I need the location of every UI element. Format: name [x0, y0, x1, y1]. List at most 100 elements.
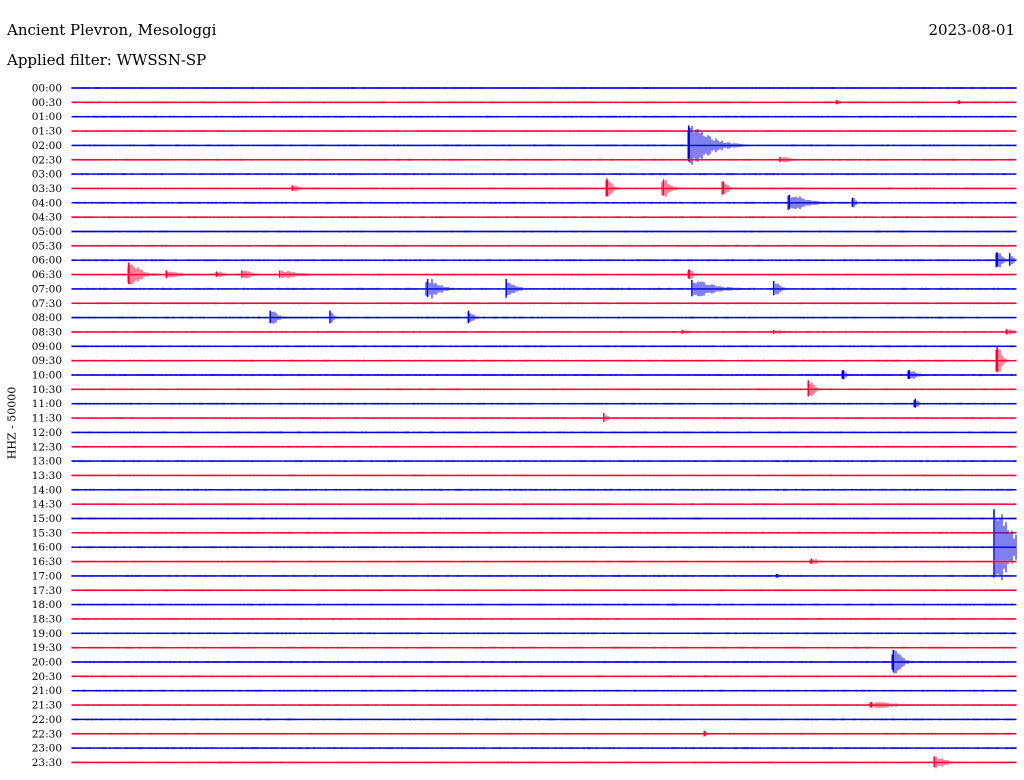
- time-label-2100: 21:00: [32, 685, 62, 697]
- trace-row-0100: [71, 115, 1017, 118]
- trace-row-1100: [71, 400, 1017, 408]
- time-label-1700: 17:00: [32, 570, 62, 582]
- trace-row-0630: [71, 264, 1017, 285]
- trace-row-1700: [71, 574, 1017, 578]
- trace-row-0300: [71, 173, 1017, 176]
- time-label-0900: 09:00: [32, 341, 62, 353]
- trace-row-0530: [71, 244, 1017, 247]
- trace-row-1530: [71, 531, 1017, 534]
- trace-row-2000: [71, 650, 1017, 674]
- trace-row-1900: [71, 632, 1017, 635]
- trace-row-1400: [71, 488, 1017, 491]
- trace-row-0130: [71, 130, 1017, 133]
- trace-row-0030: [71, 100, 1017, 105]
- time-label-1930: 19:30: [32, 642, 62, 654]
- time-label-0000: 00:00: [32, 83, 62, 95]
- time-label-0100: 01:00: [32, 111, 62, 123]
- trace-row-0830: [71, 329, 1017, 335]
- time-label-0230: 02:30: [32, 154, 62, 166]
- trace-row-0330: [71, 180, 1017, 197]
- time-label-2030: 20:30: [32, 671, 62, 683]
- time-label-1400: 14:00: [32, 484, 62, 496]
- time-label-1730: 17:30: [32, 585, 62, 597]
- time-label-0500: 05:00: [32, 226, 62, 238]
- time-label-0200: 02:00: [32, 140, 62, 152]
- trace-row-2230: [71, 730, 1017, 737]
- time-label-1330: 13:30: [32, 470, 62, 482]
- date-label: 2023-08-01: [928, 21, 1015, 39]
- time-label-2300: 23:00: [32, 743, 62, 755]
- time-label-0930: 09:30: [32, 355, 62, 367]
- trace-row-0400: [71, 195, 1017, 211]
- time-label-1830: 18:30: [32, 613, 62, 625]
- time-label-0530: 05:30: [32, 240, 62, 252]
- time-label-0830: 08:30: [32, 326, 62, 338]
- trace-row-0600: [71, 252, 1017, 268]
- trace-row-1500: [71, 517, 1017, 520]
- time-label-1130: 11:30: [32, 413, 62, 425]
- trace-row-0500: [71, 230, 1017, 233]
- trace-row-1430: [71, 503, 1017, 506]
- trace-row-0700: [71, 279, 1017, 299]
- time-label-2130: 21:30: [32, 700, 62, 712]
- station-title: Ancient Plevron, Mesologgi: [7, 21, 217, 39]
- time-label-0030: 00:30: [32, 97, 62, 109]
- trace-row-0230: [71, 157, 1017, 163]
- trace-row-1030: [71, 382, 1017, 397]
- trace-row-1830: [71, 617, 1017, 620]
- time-label-0730: 07:30: [32, 298, 62, 310]
- time-label-2330: 23:30: [32, 757, 62, 769]
- time-label-0330: 03:30: [32, 183, 62, 195]
- trace-row-2200: [71, 718, 1017, 721]
- time-label-1030: 10:30: [32, 384, 62, 396]
- time-label-0630: 06:30: [32, 269, 62, 281]
- trace-row-1300: [71, 460, 1017, 463]
- trace-row-1630: [71, 558, 1017, 565]
- trace-group: [71, 86, 1017, 769]
- time-label-1600: 16:00: [32, 542, 62, 554]
- time-label-0700: 07:00: [32, 283, 62, 295]
- trace-row-0730: [71, 302, 1017, 305]
- time-label-1500: 15:00: [32, 513, 62, 525]
- trace-row-1200: [71, 431, 1017, 434]
- trace-row-1930: [71, 646, 1017, 649]
- trace-row-1330: [71, 474, 1017, 477]
- time-label-0300: 03:00: [32, 169, 62, 181]
- time-label-1000: 10:00: [32, 370, 62, 382]
- time-label-0800: 08:00: [32, 312, 62, 324]
- time-label-0430: 04:30: [32, 212, 62, 224]
- time-label-group: 00:00 00:30 01:00 01:30 02:00 02:30 03:00 03:30…: [32, 83, 62, 769]
- time-label-1800: 18:00: [32, 599, 62, 611]
- time-label-0400: 04:00: [32, 197, 62, 209]
- trace-row-1000: [71, 370, 1017, 380]
- time-label-1530: 15:30: [32, 527, 62, 539]
- time-label-0130: 01:30: [32, 126, 62, 138]
- time-label-1200: 12:00: [32, 427, 62, 439]
- time-label-2000: 20:00: [32, 657, 62, 669]
- trace-row-0000: [71, 86, 1017, 90]
- filter-label: Applied filter: WWSSN-SP: [7, 51, 207, 69]
- trace-row-2300: [71, 747, 1017, 750]
- time-label-1900: 19:00: [32, 628, 62, 640]
- time-label-0600: 06:00: [32, 255, 62, 267]
- time-label-1300: 13:00: [32, 456, 62, 468]
- time-label-1230: 12:30: [32, 441, 62, 453]
- trace-row-1130: [71, 414, 1017, 422]
- time-label-1100: 11:00: [32, 398, 62, 410]
- trace-row-2030: [71, 675, 1017, 678]
- trace-row-0430: [71, 216, 1017, 219]
- time-label-1430: 14:30: [32, 499, 62, 511]
- trace-row-2130: [71, 702, 1017, 708]
- trace-row-0900: [71, 345, 1017, 348]
- trace-row-2100: [71, 689, 1017, 692]
- trace-row-0930: [71, 348, 1017, 373]
- time-label-2230: 22:30: [32, 728, 62, 740]
- trace-row-2330: [71, 756, 1017, 769]
- time-label-1630: 16:30: [32, 556, 62, 568]
- trace-row-1230: [71, 445, 1017, 448]
- trace-row-0800: [71, 311, 1017, 324]
- trace-row-1800: [71, 603, 1017, 606]
- trace-row-0200: [71, 126, 1017, 165]
- trace-row-1600: [71, 514, 1017, 581]
